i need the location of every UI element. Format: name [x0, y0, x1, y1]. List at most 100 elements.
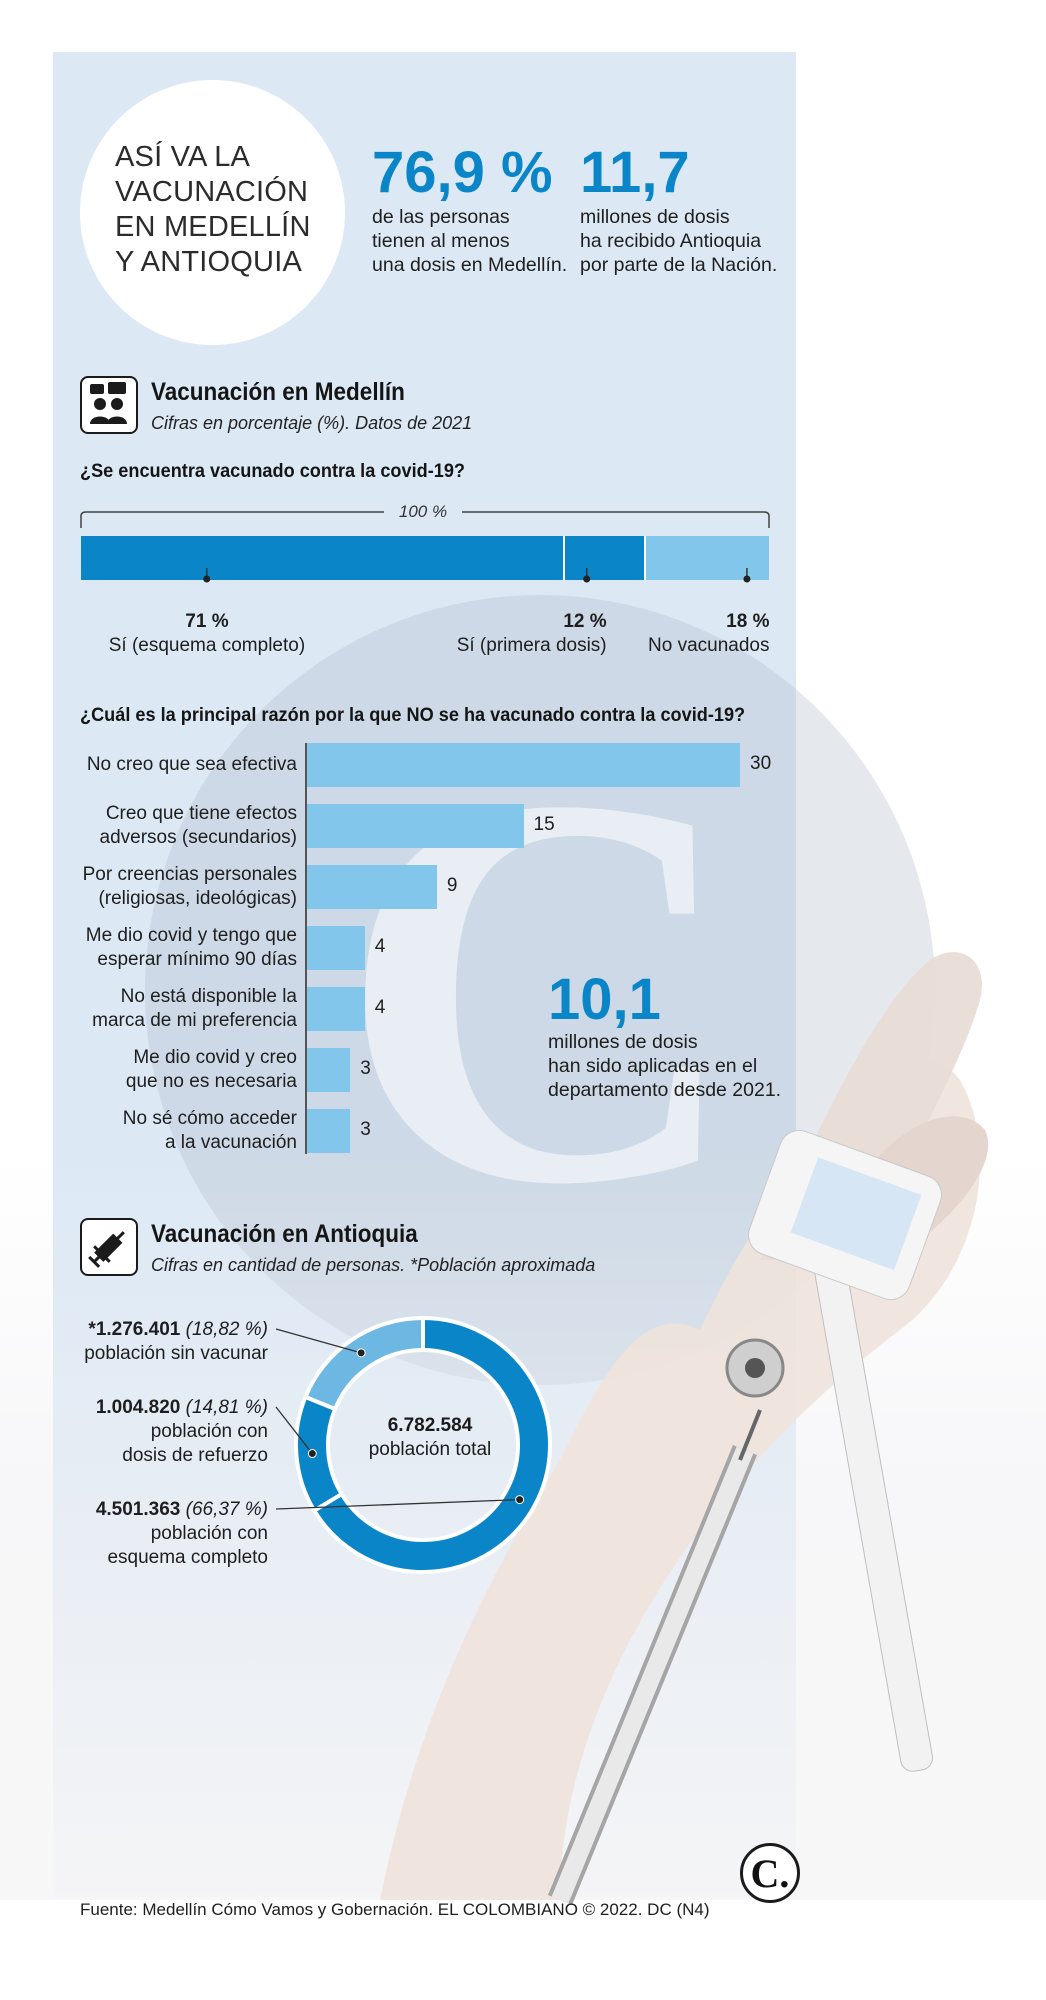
reason-label: Me dio covid y creo que no es necesaria [52, 1046, 297, 1094]
reason-label-line: adversos (secundarios) [99, 827, 297, 848]
donut-value-line: 1.004.820 (14,81 %) [28, 1396, 268, 1420]
donut-leader-dot [356, 1348, 366, 1358]
stat-desc-line: millones de dosis [580, 206, 730, 228]
el-colombiano-logo: C. [740, 1843, 800, 1903]
reason-label-line: (religiosas, ideológicas) [98, 888, 297, 909]
reason-label-line: No está disponible la [120, 986, 297, 1007]
donut-value-line: *1.276.401 (18,82 %) [28, 1318, 268, 1342]
stat-desc-line: tienen al menos [372, 230, 510, 252]
donut-slice-label: 4.501.363 (66,37 %) población con esquema … [28, 1498, 268, 1570]
reason-bar [307, 743, 740, 787]
reason-label-line: esperar mínimo 90 días [97, 949, 297, 970]
reason-bar [307, 987, 365, 1031]
bar-value-label: 71 % [185, 611, 229, 632]
reason-label-line: No creo que sea efectiva [86, 754, 297, 775]
syringe-icon [80, 1218, 138, 1276]
stacked-bar-label: 18 % No vacunados [648, 610, 769, 658]
stat-desc-line: ha recibido Antioquia [580, 230, 762, 252]
donut-leader-dot [515, 1495, 525, 1505]
donut-label-line: dosis de refuerzo [122, 1445, 268, 1466]
stacked-bar-chart [81, 536, 769, 580]
donut-total-value: 6.782.584 [387, 1415, 473, 1436]
reason-label-line: Me dio covid y tengo que [85, 925, 297, 946]
reason-axis [305, 743, 307, 1154]
people-chat-icon [80, 376, 138, 434]
reason-label: No sé cómo acceder a la vacunación [52, 1107, 297, 1155]
leader-dot [203, 575, 211, 583]
source-footer: Fuente: Medellín Cómo Vamos y Gobernació… [80, 1900, 710, 1919]
stacked-bar-leaders [203, 568, 751, 583]
reason-bar [307, 1109, 351, 1153]
reason-value: 3 [360, 1058, 371, 1079]
stat-antioquia-desc: millones de dosis ha recibido Antioquia … [580, 205, 777, 277]
reason-label: Por creencias personales (religiosas, ide… [52, 863, 297, 911]
donut-label-line: población con [150, 1421, 268, 1442]
reason-label-line: Me dio covid y creo [133, 1047, 297, 1068]
total-label: 100 % [398, 502, 448, 521]
stat-desc-line: millones de dosis [548, 1031, 698, 1053]
donut-chart [275, 1315, 552, 1574]
stat-desc-line: por parte de la Nación. [580, 254, 778, 276]
stat-aplicadas-desc: millones de dosis han sido aplicadas en … [548, 1030, 781, 1102]
stat-medellin-desc: de las personas tienen al menos una dosi… [372, 205, 567, 277]
reason-label-line: Creo que tiene efectos [105, 803, 297, 824]
title-circle [80, 80, 345, 345]
bar-category-label: Sí (esquema completo) [108, 635, 306, 656]
question-vacunado: ¿Se encuentra vacunado contra la covid-1… [80, 460, 465, 482]
donut-label-line: esquema completo [107, 1547, 268, 1568]
donut-percent: (18,82 %) [180, 1319, 268, 1340]
donut-slice [311, 1315, 552, 1574]
donut-percent: (66,37 %) [180, 1499, 268, 1520]
leader-dot [583, 575, 591, 583]
reason-label: Me dio covid y tengo que esperar mínimo 9… [52, 924, 297, 972]
stat-antioquia-value: 11,7 [580, 140, 690, 205]
reason-value: 30 [750, 753, 772, 774]
donut-leader [275, 1328, 362, 1354]
reason-label-line: No sé cómo acceder [122, 1108, 297, 1129]
reason-bar [307, 926, 365, 970]
title-line: ASÍ VA LA [115, 141, 251, 173]
section-subtitle-antioquia: Cifras en cantidad de personas. *Poblaci… [151, 1255, 596, 1275]
reason-value: 4 [374, 997, 386, 1018]
stat-desc-line: de las personas [372, 206, 510, 228]
donut-leader [275, 1498, 520, 1510]
stacked-bar-label: 71 % Sí (esquema completo) [109, 610, 305, 658]
donut-leader-dot [307, 1449, 317, 1459]
stat-desc-line: una dosis en Medellín. [372, 254, 568, 276]
reason-label-line: a la vacunación [164, 1132, 297, 1153]
stacked-bar-segment [646, 536, 769, 580]
donut-total-label: población total [368, 1439, 492, 1460]
bar-value-label: 18 % [726, 611, 770, 632]
donut-slice-label: 1.004.820 (14,81 %) población con dosis de… [28, 1396, 268, 1468]
question-razon: ¿Cuál es la principal razón por la que N… [80, 704, 746, 726]
stat-desc-line: han sido aplicadas en el [548, 1055, 758, 1077]
section-title-antioquia: Vacunación en Antioquia [151, 1220, 418, 1248]
stacked-bar-segment [564, 536, 647, 580]
donut-value-line: 4.501.363 (66,37 %) [28, 1498, 268, 1522]
bar-category-label: No vacunados [648, 635, 770, 656]
reason-label: No creo que sea efectiva [52, 753, 297, 777]
bar-category-label: Sí (primera dosis) [456, 635, 607, 656]
reason-bar [307, 1048, 351, 1092]
donut-value: 4.501.363 [95, 1499, 181, 1520]
reason-value: 15 [533, 814, 555, 835]
stacked-bar-segment [81, 536, 565, 580]
donut-value: 1.004.820 [95, 1397, 181, 1418]
bar-value-label: 12 % [563, 611, 607, 632]
title-line: EN MEDELLÍN [115, 211, 311, 243]
reason-label-line: que no es necesaria [125, 1071, 297, 1092]
donut-value: *1.276.401 [88, 1319, 181, 1340]
reason-value: 3 [360, 1119, 371, 1140]
donut-label-line: población con [150, 1523, 268, 1544]
stat-aplicadas-value: 10,1 [548, 967, 661, 1032]
section-title-medellin: Vacunación en Medellín [151, 378, 405, 406]
reason-label-line: Por creencias personales [82, 864, 297, 885]
title-line: Y ANTIOQUIA [115, 246, 302, 278]
reason-label: No está disponible la marca de mi prefere… [52, 985, 297, 1033]
reason-bar [307, 865, 437, 909]
reason-label: Creo que tiene efectos adversos (secundar… [52, 802, 297, 850]
donut-slice-label: *1.276.401 (18,82 %) población sin vacuna… [28, 1318, 268, 1366]
section-subtitle-medellin: Cifras en porcentaje (%). Datos de 2021 [151, 413, 473, 433]
stat-desc-line: departamento desde 2021. [548, 1079, 782, 1101]
